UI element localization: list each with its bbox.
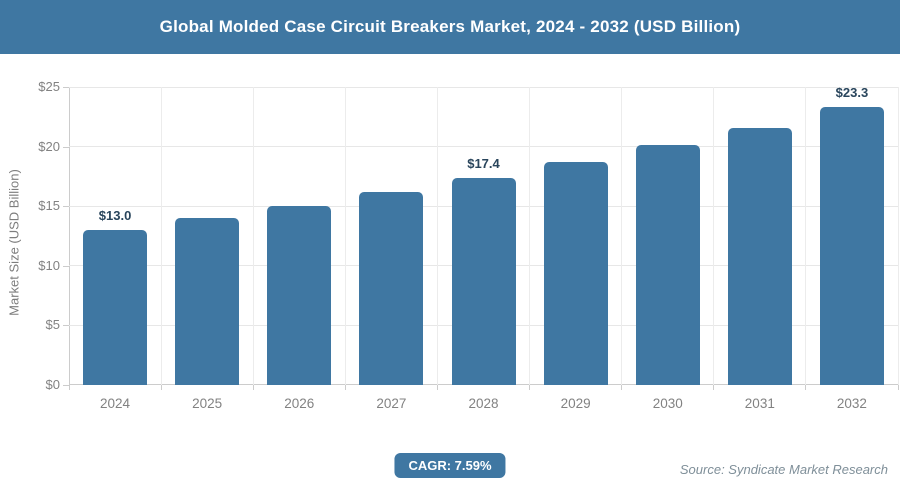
y-tick-mark xyxy=(63,87,69,88)
data-label-2024: $13.0 xyxy=(98,208,132,224)
y-tick-mark xyxy=(63,265,69,267)
bar-2030 xyxy=(635,145,700,385)
chart-footer: CAGR: 7.59% Source: Syndicate Market Res… xyxy=(0,450,900,484)
x-tick-label-2027: 2027 xyxy=(376,396,407,411)
y-tick-mark xyxy=(63,385,69,386)
x-tick-mark xyxy=(621,385,623,390)
gridline-vertical xyxy=(160,87,162,385)
x-tick-mark xyxy=(436,385,438,390)
chart-title: Global Molded Case Circuit Breakers Mark… xyxy=(159,17,741,36)
data-label-2028: $17.4 xyxy=(467,155,500,171)
gridline-vertical xyxy=(713,87,715,385)
x-tick-label-2031: 2031 xyxy=(744,396,775,411)
bar-2028 xyxy=(451,177,516,385)
y-tick-label: $5 xyxy=(45,317,60,333)
plot-area: $13.0 $17.4 $23.3 xyxy=(69,85,899,385)
gridline-vertical xyxy=(436,87,438,385)
y-tick-label: $25 xyxy=(38,79,60,94)
y-tick-label: $15 xyxy=(38,198,60,214)
gridline-horizontal xyxy=(69,86,898,88)
cagr-badge: CAGR: 7.59% xyxy=(394,453,506,478)
x-tick-label-2026: 2026 xyxy=(284,396,315,411)
x-tick-label-2025: 2025 xyxy=(192,396,223,411)
y-tick-label: $0 xyxy=(45,377,60,392)
bar-2026 xyxy=(267,206,332,385)
gridline-vertical xyxy=(252,87,254,385)
gridline-vertical xyxy=(344,87,346,385)
y-tick-label: $20 xyxy=(38,138,60,154)
y-tick-mark xyxy=(63,325,69,327)
x-tick-label-2024: 2024 xyxy=(100,396,131,411)
x-tick-label-2029: 2029 xyxy=(560,396,591,411)
bar-2031 xyxy=(727,127,792,385)
gridline-vertical xyxy=(805,87,807,385)
x-tick-label-2028: 2028 xyxy=(468,396,499,411)
y-tick-mark xyxy=(63,146,69,148)
y-tick-label: $10 xyxy=(38,257,60,273)
title-bar: Global Molded Case Circuit Breakers Mark… xyxy=(0,0,900,54)
x-tick-mark xyxy=(713,385,715,390)
bar-2025 xyxy=(175,218,240,385)
x-tick-mark xyxy=(160,385,162,390)
gridline-vertical xyxy=(897,87,899,385)
x-tick-label-2030: 2030 xyxy=(652,396,683,411)
x-tick-mark xyxy=(252,385,254,390)
bar-chart: Market Size (USD Billion) $13.0 $17.4 $23.… xyxy=(0,54,900,446)
x-tick-mark xyxy=(529,385,531,390)
x-tick-mark xyxy=(344,385,346,390)
gridline-horizontal xyxy=(69,146,898,148)
x-tick-label-2032: 2032 xyxy=(836,396,867,411)
bar-2029 xyxy=(543,162,608,385)
x-tick-mark xyxy=(897,385,899,390)
gridline-vertical xyxy=(621,87,623,385)
y-tick-mark xyxy=(63,206,69,208)
gridline-vertical xyxy=(529,87,531,385)
y-axis-line xyxy=(69,87,70,385)
x-tick-mark xyxy=(805,385,807,390)
bar-2024 xyxy=(83,230,148,385)
y-axis-title: Market Size (USD Billion) xyxy=(6,169,22,316)
bar-2027 xyxy=(359,191,424,385)
x-tick-mark xyxy=(68,385,70,390)
bar-2032 xyxy=(819,107,884,385)
source-attribution: Source: Syndicate Market Research xyxy=(679,462,888,477)
data-label-2032: $23.3 xyxy=(835,85,869,101)
